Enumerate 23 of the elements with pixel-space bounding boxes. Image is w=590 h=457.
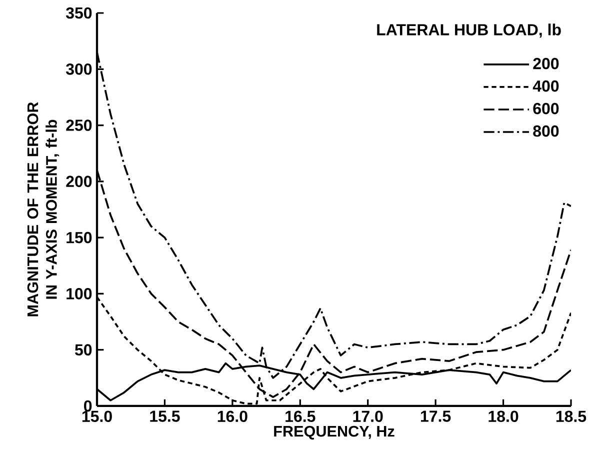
x-tick-label: 17.5	[421, 410, 451, 422]
legend-label: 600	[533, 102, 559, 114]
x-tick-label: 18.5	[556, 410, 586, 422]
legend-label: 800	[533, 125, 559, 137]
x-tick-label: 17.0	[353, 410, 383, 422]
y-tick-label: 100	[66, 288, 92, 300]
x-tick-label: 18.0	[488, 410, 518, 422]
y-tick-label: 200	[66, 176, 92, 188]
y-tick-label: 350	[66, 7, 92, 19]
legend-label: 400	[532, 80, 559, 92]
y-tick-label: 300	[66, 63, 92, 75]
x-tick-label: 15.5	[150, 410, 180, 422]
y-axis-title: MAGNITUDE OF THE ERROR IN Y-AXIS MOMENT, ft-lb	[27, 102, 60, 316]
legend-title: LATERAL HUB LOAD, lb	[377, 24, 561, 38]
x-axis-title: FREQUENCY, Hz	[274, 426, 394, 440]
x-tick-label: 16.5	[286, 410, 316, 422]
y-tick-label: 50	[75, 344, 92, 356]
y-tick-label: 0	[84, 400, 92, 412]
legend-label: 200	[533, 58, 559, 70]
x-tick-label: 15.0	[82, 410, 112, 422]
y-tick-label: 150	[66, 232, 92, 244]
x-tick-label: 16.0	[218, 410, 248, 422]
y-tick-label: 250	[66, 120, 92, 131]
